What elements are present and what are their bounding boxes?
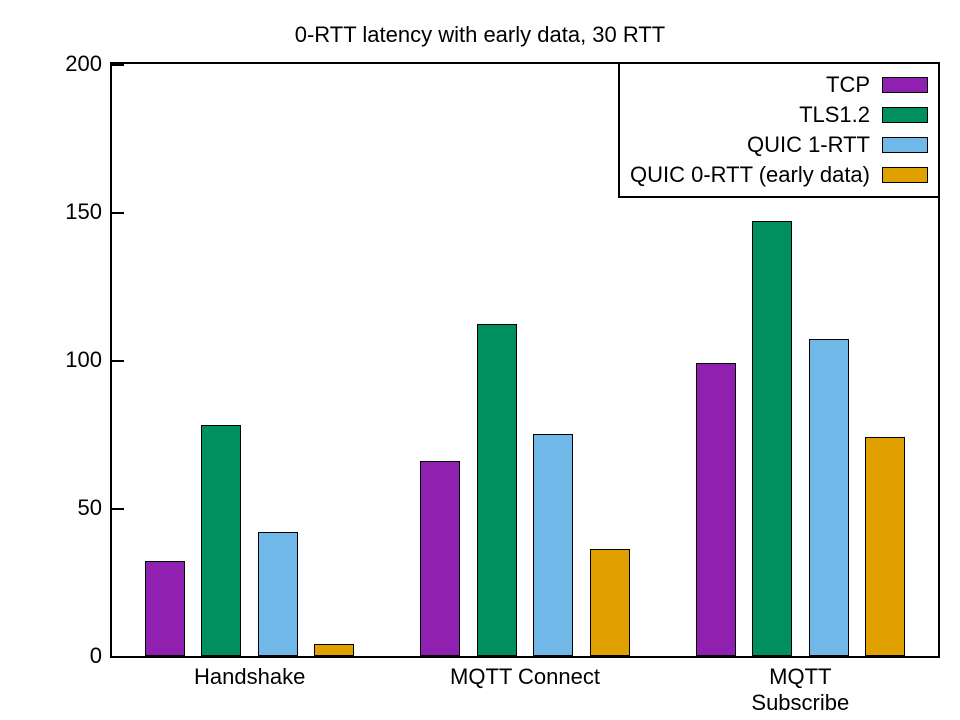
x-tick-label: MQTT Connect — [450, 664, 600, 690]
y-tick-label: 50 — [12, 495, 102, 521]
bar — [752, 221, 792, 656]
y-tick-mark — [110, 360, 124, 362]
y-tick-mark — [110, 64, 124, 66]
y-tick-label: 0 — [12, 643, 102, 669]
legend-item: TLS1.2 — [630, 100, 928, 130]
bar — [590, 549, 630, 656]
y-tick-label: 100 — [12, 347, 102, 373]
y-tick-label: 150 — [12, 199, 102, 225]
bar — [696, 363, 736, 656]
legend-label: TLS1.2 — [799, 102, 870, 128]
legend-swatch — [882, 137, 928, 153]
y-tick-mark — [110, 656, 124, 658]
legend-label: TCP — [826, 72, 870, 98]
legend-box: TCP TLS1.2 QUIC 1-RTT QUIC 0-RTT (early dat… — [618, 62, 940, 198]
legend-item: QUIC 0-RTT (early data) — [630, 160, 928, 190]
y-tick-label: 200 — [12, 51, 102, 77]
bar — [314, 644, 354, 656]
legend-label: QUIC 1-RTT — [747, 132, 870, 158]
legend-item: TCP — [630, 70, 928, 100]
bar — [533, 434, 573, 656]
y-tick-mark — [110, 212, 124, 214]
bar — [145, 561, 185, 656]
y-tick-mark — [110, 508, 124, 510]
x-tick-label: Handshake — [194, 664, 305, 690]
x-tick-label: MQTT Subscribe — [720, 664, 880, 716]
chart-title: 0-RTT latency with early data, 30 RTT — [0, 22, 960, 48]
bar — [865, 437, 905, 656]
legend-swatch — [882, 107, 928, 123]
legend-label: QUIC 0-RTT (early data) — [630, 162, 870, 188]
bar — [201, 425, 241, 656]
legend-swatch — [882, 77, 928, 93]
bar — [420, 461, 460, 656]
bar — [809, 339, 849, 656]
legend-swatch — [882, 167, 928, 183]
bar — [258, 532, 298, 656]
bar — [477, 324, 517, 656]
legend-item: QUIC 1-RTT — [630, 130, 928, 160]
chart-container: 0-RTT latency with early data, 30 RTT 0 5… — [0, 0, 960, 720]
